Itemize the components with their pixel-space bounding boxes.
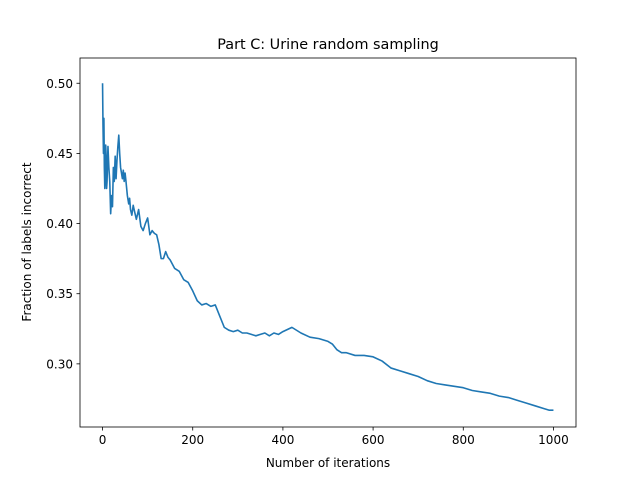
plot-area: 0 200 400 600 800 1000 0.30 0.35 0.40 0.45 0.50 [46, 57, 577, 447]
y-tick-label-1: 0.35 [46, 287, 73, 301]
series-line-0 [101, 83, 554, 411]
x-axis-label: Number of iterations [266, 456, 390, 470]
chart-title: Part C: Urine random sampling [217, 37, 439, 53]
x-tick-label-2: 400 [271, 433, 294, 447]
y-tick-label-2: 0.40 [46, 217, 73, 231]
y-tick-label-3: 0.45 [46, 147, 73, 161]
x-tick-label-5: 1000 [538, 433, 569, 447]
x-tick-label-3: 600 [362, 433, 385, 447]
axes-frame [79, 57, 577, 428]
x-tick-label-0: 0 [99, 433, 107, 447]
x-tick-label-1: 200 [181, 433, 204, 447]
y-tick-label-4: 0.50 [46, 77, 73, 91]
y-axis-label: Fraction of labels incorrect [20, 162, 34, 321]
x-tick-label-4: 800 [452, 433, 475, 447]
y-tick-label-0: 0.30 [46, 357, 73, 371]
